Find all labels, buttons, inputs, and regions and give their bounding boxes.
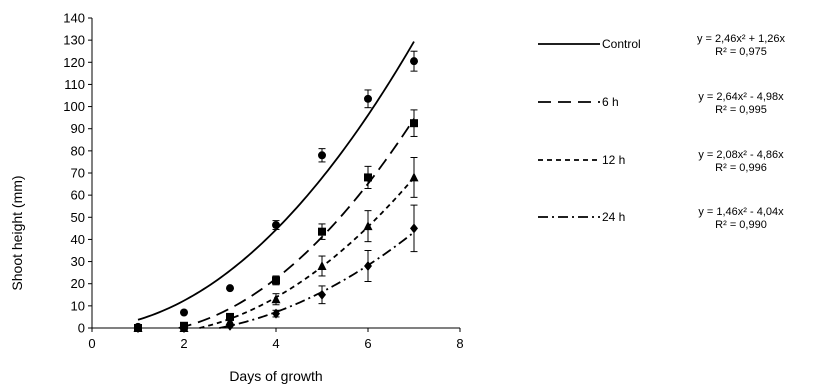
y-tick-label: 40: [71, 232, 85, 247]
fit-curve-12-h: [199, 177, 415, 329]
y-tick-label: 100: [63, 99, 85, 114]
fit-r-squared: R² = 0,990: [715, 219, 767, 231]
fit-r-squared: R² = 0,975: [715, 46, 767, 58]
data-point-square: [272, 276, 280, 285]
fit-equation: y = 1,46x² - 4,04x: [698, 206, 784, 218]
legend-label: 24 h: [602, 210, 625, 224]
data-point-diamond: [410, 223, 418, 234]
data-point-square: [364, 173, 372, 182]
data-point-square: [318, 227, 326, 236]
data-point-diamond: [272, 308, 280, 319]
data-point-circle: [318, 151, 326, 160]
x-tick-label: 0: [88, 336, 95, 351]
y-tick-label: 130: [63, 33, 85, 48]
legend-label: 6 h: [602, 95, 619, 109]
x-tick-label: 8: [456, 336, 463, 351]
x-tick-label: 4: [272, 336, 279, 351]
data-point-circle: [272, 221, 280, 230]
y-tick-label: 60: [71, 188, 85, 203]
data-point-circle: [410, 57, 418, 66]
data-points: [133, 57, 419, 333]
fit-curve-24-h: [219, 231, 415, 329]
fit-equation: y = 2,08x² - 4,86x: [698, 149, 784, 161]
data-point-circle: [226, 284, 234, 293]
y-tick-label: 80: [71, 143, 85, 158]
data-point-circle: [180, 308, 188, 317]
data-point-diamond: [226, 320, 234, 331]
fit-r-squared: R² = 0,995: [715, 104, 767, 116]
data-point-triangle: [363, 221, 373, 231]
y-tick-label: 140: [63, 11, 85, 26]
fit-equation: y = 2,46x² + 1,26x: [697, 33, 786, 45]
data-point-square: [410, 119, 418, 128]
data-point-circle: [364, 94, 372, 103]
y-tick-label: 50: [71, 210, 85, 225]
fit-equation: y = 2,64x² - 4,98x: [698, 91, 784, 103]
legend-label: Control: [602, 37, 641, 51]
y-tick-label: 110: [64, 77, 85, 92]
fit-r-squared: R² = 0,996: [715, 162, 767, 174]
y-tick-label: 90: [71, 121, 85, 136]
y-tick-label: 70: [71, 166, 85, 181]
data-point-diamond: [364, 261, 372, 271]
data-point-diamond: [318, 289, 326, 300]
error-bars: [272, 50, 418, 318]
fit-curve-6-h: [178, 118, 415, 329]
y-tick-label: 120: [63, 55, 85, 70]
y-tick-label: 30: [71, 254, 85, 269]
y-tick-label: 0: [78, 321, 85, 336]
y-tick-label: 20: [71, 276, 85, 291]
data-point-diamond: [134, 323, 142, 333]
data-point-triangle: [317, 261, 327, 270]
y-axis-title: Shoot height (mm): [9, 175, 25, 290]
data-point-triangle: [409, 172, 419, 182]
axes: 0 10 20 30 40 50 60 70 80 90 100 110 120 130 140 0 2 4 6 8: [63, 11, 463, 352]
data-point-triangle: [271, 294, 281, 304]
y-tick-label: 10: [71, 298, 85, 313]
data-point-diamond: [180, 323, 188, 333]
legend-label: 12 h: [602, 153, 625, 167]
x-tick-label: 2: [180, 336, 187, 351]
legend: Control 6 h 12 h 24 h: [538, 37, 641, 224]
x-tick-label: 6: [364, 336, 371, 351]
x-axis-title: Days of growth: [229, 368, 322, 384]
